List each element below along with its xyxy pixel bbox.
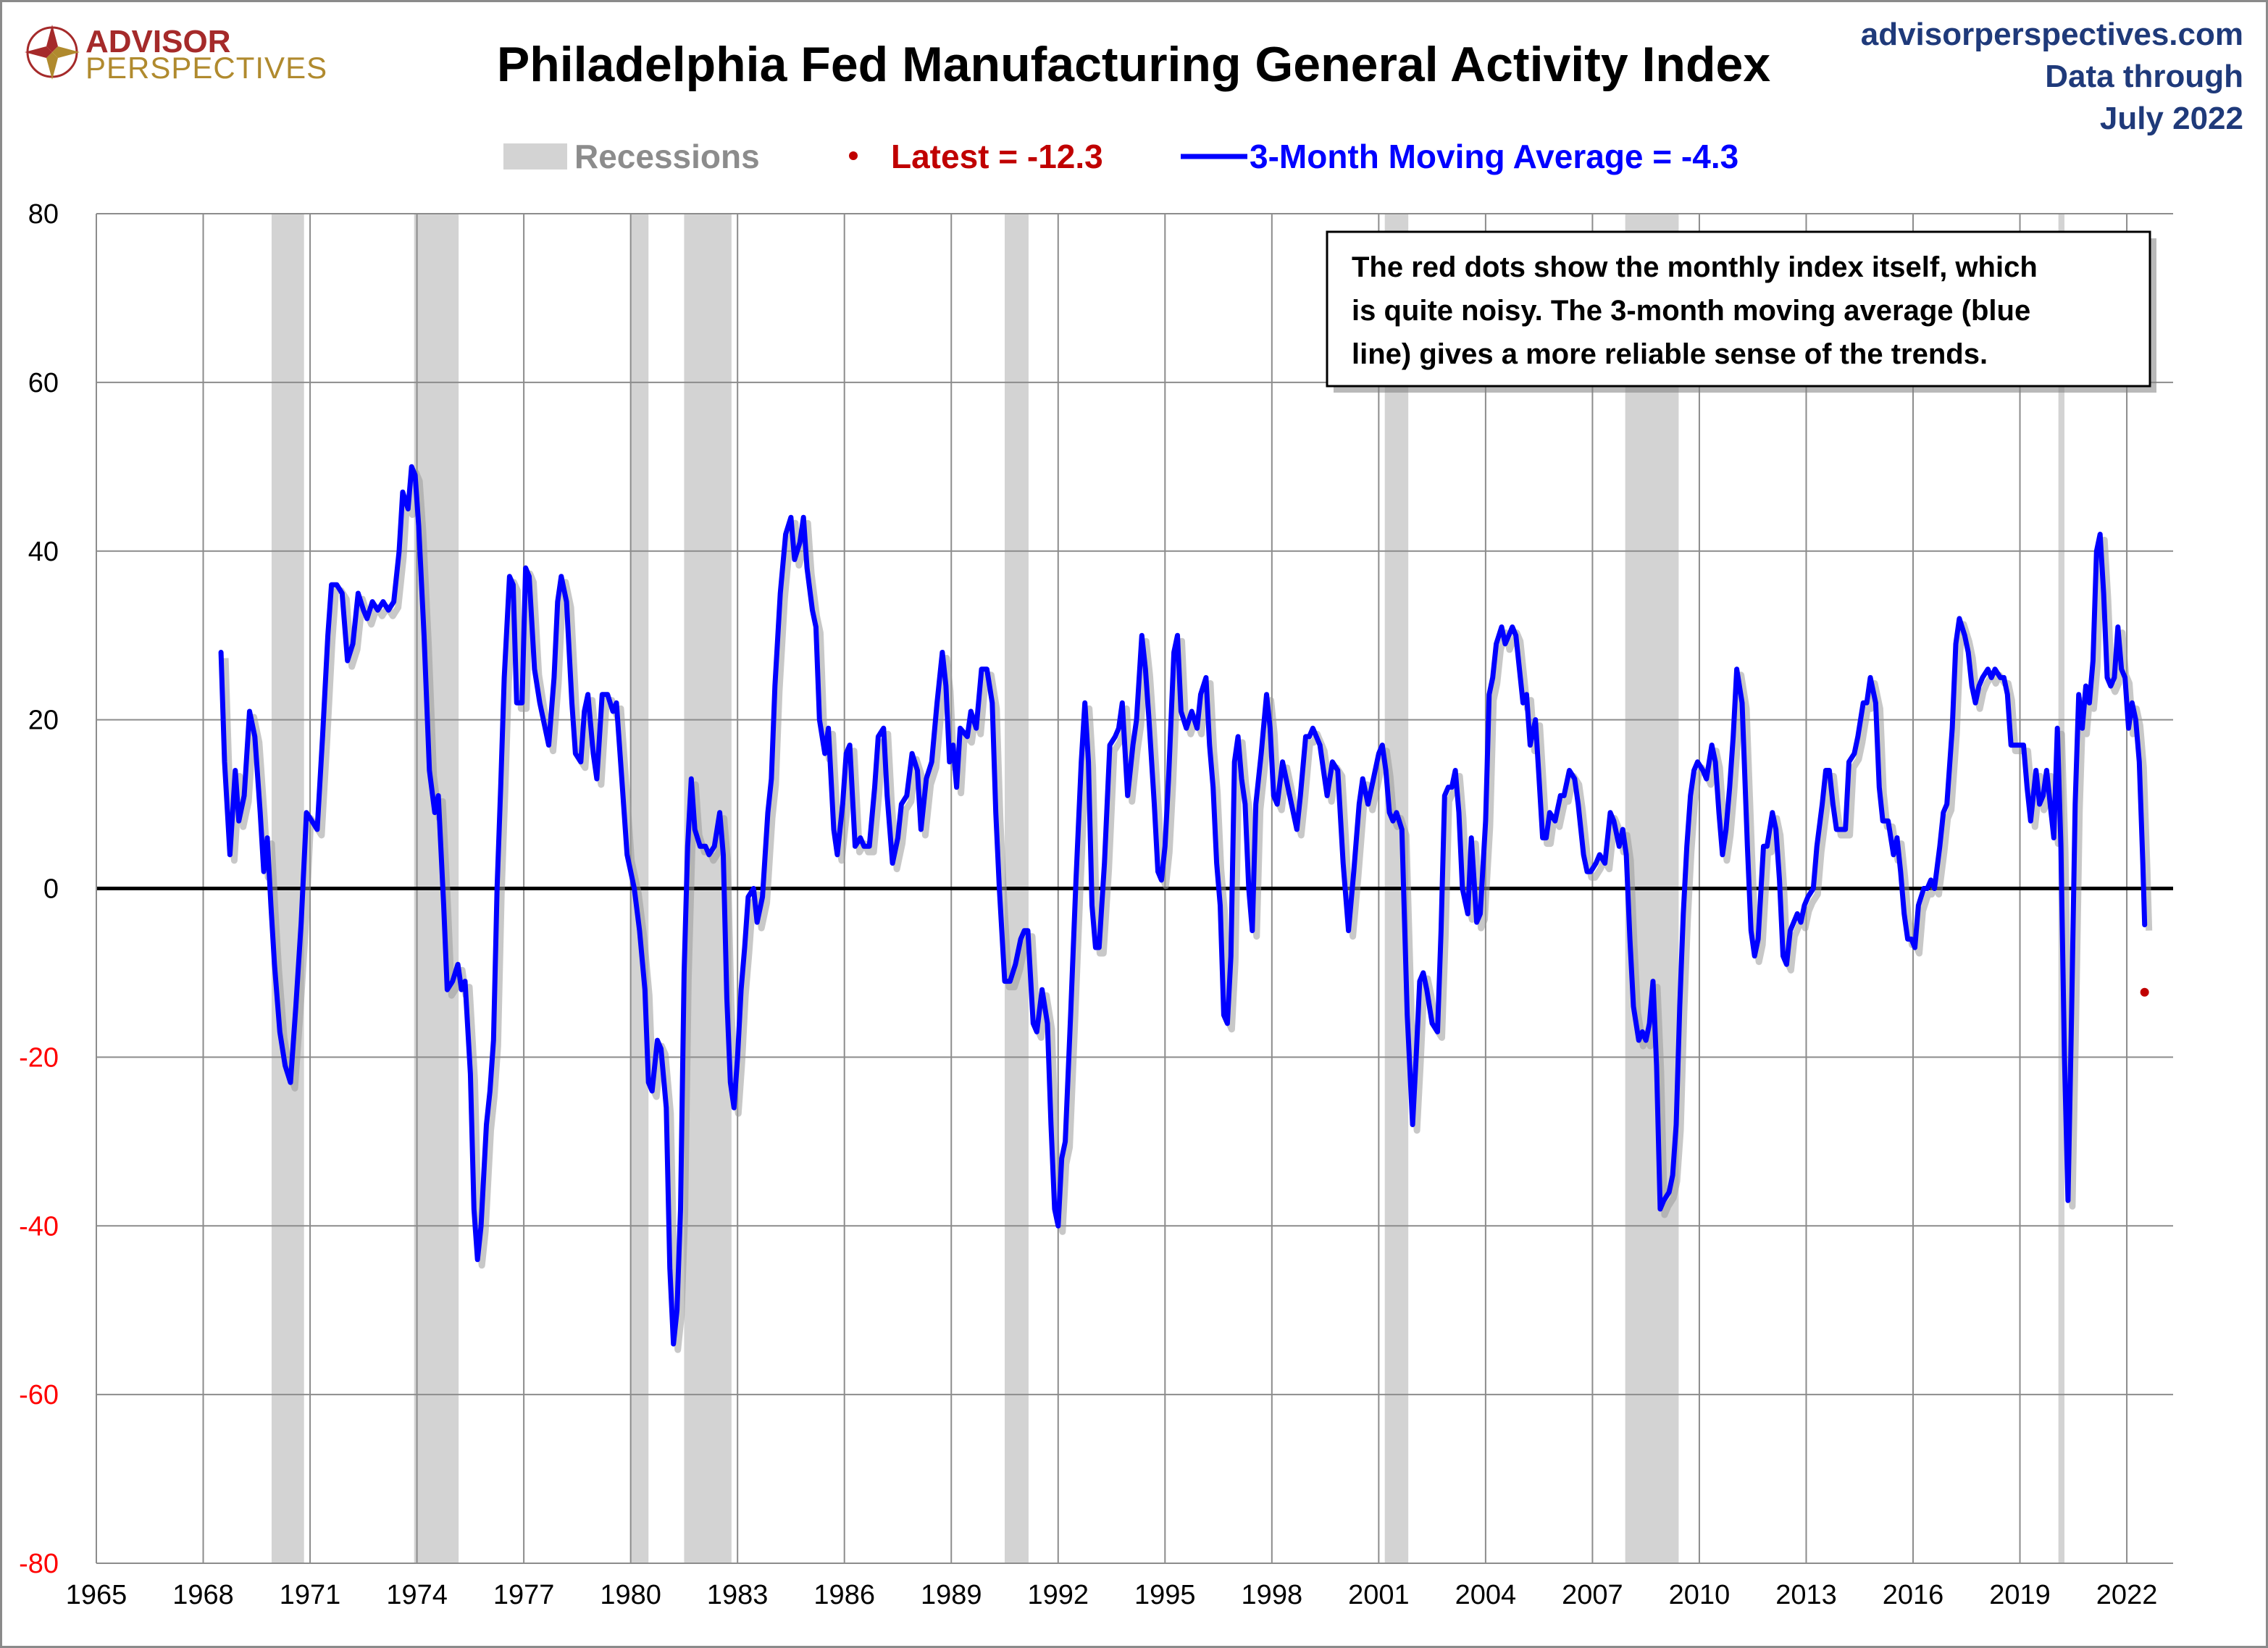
y-tick-label: 60 — [28, 368, 59, 398]
x-tick-label: 1980 — [600, 1580, 661, 1610]
annotation-line-2: is quite noisy. The 3-month moving avera… — [1352, 295, 2030, 327]
x-tick-label: 2013 — [1775, 1580, 1837, 1610]
x-tick-label: 2010 — [1669, 1580, 1731, 1610]
x-tick-label: 2019 — [1989, 1580, 2051, 1610]
logo-line-2: PERSPECTIVES — [85, 51, 327, 85]
x-tick-label: 1983 — [707, 1580, 769, 1610]
y-tick-label: -60 — [19, 1380, 59, 1410]
logo-line-1: ADVISOR — [85, 24, 230, 59]
chart-title: Philadelphia Fed Manufacturing General A… — [497, 37, 1770, 92]
y-tick-label: -40 — [19, 1211, 59, 1242]
x-tick-label: 1974 — [386, 1580, 448, 1610]
y-tick-label: -20 — [19, 1042, 59, 1073]
x-tick-label: 1965 — [66, 1580, 127, 1610]
legend-latest: Latest = -12.3 — [891, 138, 1103, 175]
x-tick-label: 1977 — [493, 1580, 555, 1610]
x-tick-label: 2004 — [1455, 1580, 1517, 1610]
annotation-line-3: line) gives a more reliable sense of the… — [1352, 338, 1988, 370]
site-url: advisorperspectives.com — [1861, 17, 2243, 52]
x-tick-label: 1992 — [1027, 1580, 1089, 1610]
y-tick-label: 20 — [28, 706, 59, 736]
annotation-line-1: The red dots show the monthly index itse… — [1352, 251, 2038, 283]
annotation-box: The red dots show the monthly index itse… — [1326, 230, 2156, 393]
x-tick-label: 2001 — [1348, 1580, 1410, 1610]
latest-point — [2140, 987, 2149, 997]
legend-recession-swatch — [503, 143, 567, 170]
x-tick-label: 1998 — [1242, 1580, 1303, 1610]
x-tick-label: 2016 — [1883, 1580, 1944, 1610]
y-tick-label: 40 — [28, 537, 59, 567]
x-tick-label: 1971 — [280, 1580, 341, 1610]
x-tick-label: 1995 — [1134, 1580, 1196, 1610]
advisor-perspectives-logo: ADVISOR PERSPECTIVES — [25, 24, 327, 85]
legend: Recessions Latest = -12.3 3-Month Moving… — [503, 138, 1738, 175]
ma-series-line — [218, 464, 2148, 1347]
ma-line-shadow — [222, 469, 2153, 1353]
data-through-label: Data through — [2045, 59, 2243, 94]
y-tick-label: 80 — [28, 199, 59, 230]
x-tick-label: 1986 — [813, 1580, 875, 1610]
x-tick-label: 2007 — [1562, 1580, 1623, 1610]
y-tick-label: 0 — [43, 874, 59, 905]
x-tick-label: 2022 — [2096, 1580, 2158, 1610]
data-through-date: July 2022 — [2100, 101, 2243, 136]
compass-rose-icon — [25, 25, 80, 80]
legend-ma: 3-Month Moving Average = -4.3 — [1250, 138, 1738, 175]
x-tick-label: 1989 — [921, 1580, 982, 1610]
x-tick-label: 1968 — [172, 1580, 234, 1610]
legend-latest-dot — [849, 151, 858, 160]
legend-recessions: Recessions — [574, 138, 760, 175]
y-tick-label: -80 — [19, 1549, 59, 1579]
